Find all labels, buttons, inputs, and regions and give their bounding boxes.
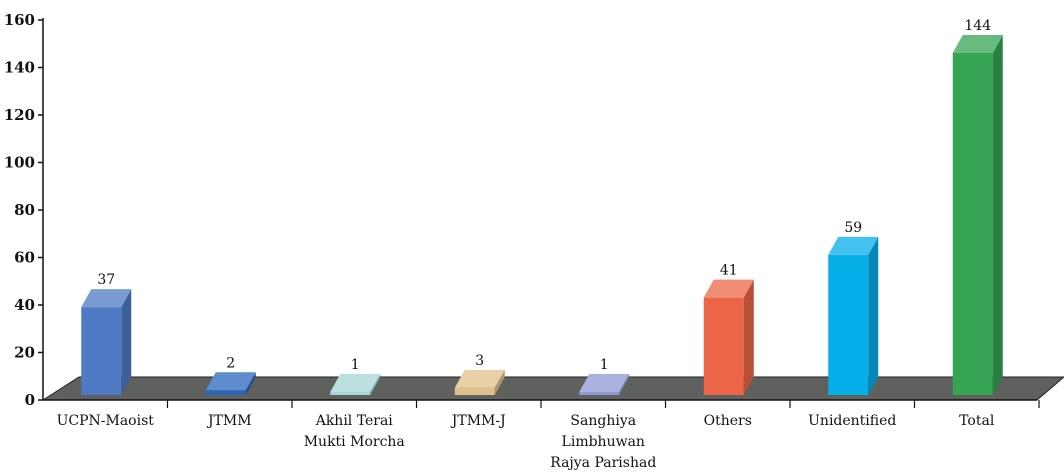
data-label: 2 (226, 355, 235, 371)
bar (703, 279, 754, 395)
data-label: 144 (964, 18, 991, 34)
chart-floor (41, 376, 1064, 401)
bar-side (619, 374, 630, 395)
bar-top (205, 372, 256, 391)
category-label: Akhil Terai Mukti Morcha (304, 413, 405, 450)
bar-top (703, 279, 754, 298)
data-label: 37 (97, 272, 115, 288)
category-label: Others (704, 413, 752, 429)
bar-side (245, 372, 256, 395)
bar (454, 369, 505, 395)
y-tick-label: 100 (4, 154, 35, 172)
category-label: Total (959, 413, 995, 429)
bar-front (952, 53, 993, 395)
category-label: JTMM (206, 413, 252, 429)
bar-front (330, 392, 371, 395)
bar-top (81, 289, 132, 308)
y-tick-label: 60 (14, 249, 35, 267)
bar-side (868, 236, 879, 395)
y-tick-label: 40 (14, 296, 35, 314)
bar (579, 374, 630, 395)
y-tick-label: 80 (14, 201, 35, 219)
floor-plane (41, 376, 1064, 401)
bar-top (952, 35, 1003, 53)
bar-front (81, 307, 122, 395)
y-tick-label: 140 (4, 59, 35, 77)
bars (81, 35, 1003, 395)
data-label: 1 (351, 357, 360, 373)
bar (952, 35, 1003, 395)
bar-top (330, 374, 381, 392)
bar-front (703, 297, 744, 395)
y-tick-label: 0 (25, 391, 35, 409)
bar-side (992, 35, 1003, 395)
y-axis: 0 20 40 60 80 100 120 140 160 (4, 11, 1040, 409)
bar (330, 374, 381, 395)
bar-front (454, 387, 495, 395)
bar-front (579, 392, 620, 395)
bar-top (579, 374, 630, 392)
data-label: 41 (720, 263, 738, 279)
bar-top (454, 369, 505, 388)
bar (205, 372, 256, 395)
bar-side (494, 369, 505, 395)
bar-side (370, 374, 381, 395)
y-tick-label: 120 (4, 106, 35, 124)
bar-front (205, 390, 246, 395)
data-label: 1 (600, 357, 609, 373)
category-label: JTMM-J (450, 413, 506, 429)
labels: 37 UCPN-Maoist 2 JTMM 1 Akhil Terai Mukti Morc… (57, 18, 995, 471)
data-label: 59 (844, 220, 862, 236)
y-tick-label: 20 (14, 344, 35, 362)
category-label: Sanghiya Limbhuwan Rajya Parishad (550, 413, 656, 471)
category-label: Unidentified (808, 413, 896, 429)
y-tick-label: 160 (4, 11, 35, 29)
bar-front (828, 254, 869, 395)
bar-top (828, 236, 879, 255)
bar (828, 236, 879, 395)
bar (81, 289, 132, 395)
category-label: UCPN-Maoist (57, 413, 155, 429)
data-label: 3 (475, 353, 484, 369)
bar-side (121, 289, 132, 395)
bar-side (743, 279, 754, 395)
